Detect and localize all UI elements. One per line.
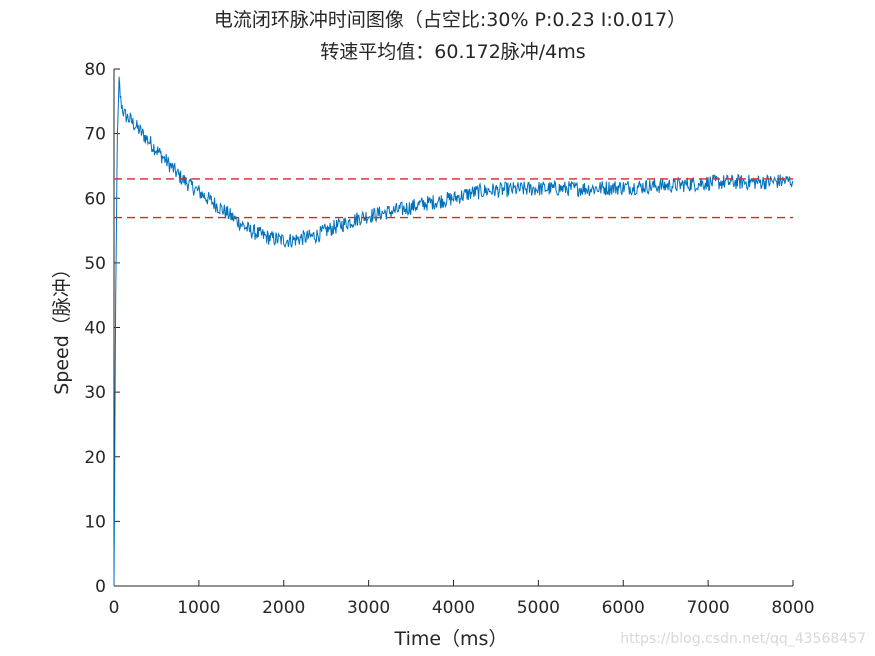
y-tick-label: 50 (84, 254, 106, 274)
x-tick-label: 3000 (347, 598, 390, 618)
y-axis-label: Speed（脉冲） (51, 259, 73, 395)
x-tick-label: 5000 (517, 598, 560, 618)
x-tick-label: 1000 (177, 598, 220, 618)
speed-series-line (113, 76, 794, 587)
y-tick-label: 0 (95, 577, 106, 597)
x-ticks: 0 1000 2000 3000 4000 5000 6000 7000 8000 (109, 580, 815, 618)
y-tick-label: 20 (84, 448, 106, 468)
y-tick-label: 80 (84, 60, 106, 80)
y-tick-label: 30 (84, 383, 106, 403)
series-layer (113, 76, 794, 587)
chart-title: 电流闭环脉冲时间图像（占空比:30% P:0.23 I:0.017） (214, 9, 686, 31)
watermark-text: https://blog.csdn.net/qq_43568457 (620, 631, 866, 647)
x-tick-label: 0 (109, 598, 120, 618)
y-tick-label: 60 (84, 189, 106, 209)
x-tick-label: 2000 (262, 598, 305, 618)
x-tick-label: 4000 (432, 598, 475, 618)
x-tick-label: 6000 (602, 598, 645, 618)
y-tick-label: 70 (84, 125, 106, 145)
y-ticks: 0 10 20 30 40 50 60 70 80 (84, 60, 120, 597)
plot-area: 0 1000 2000 3000 4000 5000 6000 7000 8000 0 10 20 3… (84, 60, 814, 618)
chart-subtitle: 转速平均值：60.172脉冲/4ms (320, 41, 585, 63)
x-axis-label: Time（ms） (394, 628, 508, 650)
x-tick-label: 7000 (686, 598, 729, 618)
y-tick-label: 10 (84, 512, 106, 532)
y-tick-label: 40 (84, 319, 106, 339)
x-tick-label: 8000 (771, 598, 814, 618)
